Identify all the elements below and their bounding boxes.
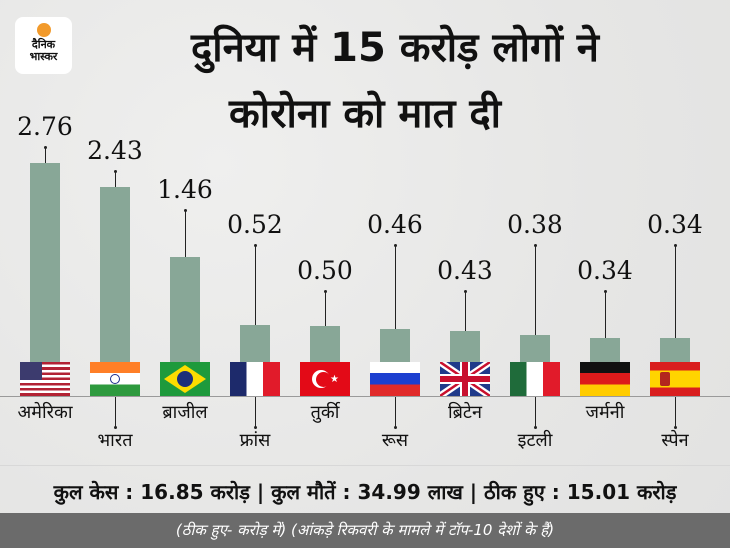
value-leader-line — [604, 290, 607, 338]
label-tick-line — [674, 397, 677, 429]
uk-flag-icon — [440, 362, 490, 396]
country-label: भारत — [97, 430, 133, 451]
footer-note: (ठीक हुए- करोड़ में) (आंकड़े रिकवरी के म… — [0, 513, 730, 548]
value-label: 0.38 — [507, 210, 563, 239]
bar — [240, 324, 270, 362]
brazil-flag-icon — [160, 362, 210, 396]
country-label: अमेरिका — [17, 402, 73, 423]
bar — [660, 337, 690, 362]
value-leader-line — [44, 145, 47, 164]
value-label: 1.46 — [157, 175, 213, 204]
usa-flag-icon — [20, 362, 70, 396]
france-flag-icon — [230, 362, 280, 396]
bar — [380, 328, 410, 362]
value-leader-line — [324, 290, 327, 326]
dainik-bhaskar-logo: दैनिक भास्कर — [15, 17, 72, 74]
bar — [520, 334, 550, 362]
country-label: इटली — [517, 430, 553, 451]
value-label: 0.52 — [227, 210, 283, 239]
label-tick-line — [534, 397, 537, 429]
value-label: 0.43 — [437, 256, 493, 285]
value-leader-line — [464, 289, 467, 332]
value-label: 2.76 — [17, 112, 73, 141]
country-label: जर्मनी — [585, 402, 625, 423]
country-label: स्पेन — [661, 430, 689, 451]
value-label: 0.34 — [647, 210, 703, 239]
value-label: 0.34 — [577, 256, 633, 285]
label-tick-line — [254, 397, 257, 429]
country-label: ब्रिटेन — [447, 402, 482, 423]
label-tick-line — [394, 397, 397, 429]
bar — [100, 187, 130, 362]
bar — [30, 163, 60, 362]
logo-line1: दैनिक — [31, 38, 56, 51]
value-leader-line — [534, 244, 537, 335]
country-label: फ्रांस — [239, 430, 271, 451]
value-label: 2.43 — [87, 136, 143, 165]
value-label: 0.50 — [297, 256, 353, 285]
value-label: 0.46 — [367, 210, 423, 239]
italy-flag-icon — [510, 362, 560, 396]
india-flag-icon — [90, 362, 140, 396]
divider — [0, 465, 730, 466]
bar — [310, 326, 340, 362]
sun-dot-icon — [36, 23, 51, 37]
turkey-flag-icon: ★ — [300, 362, 350, 396]
bar — [590, 337, 620, 362]
country-label: ब्राजील — [162, 402, 208, 423]
value-leader-line — [184, 209, 187, 257]
bar — [450, 331, 480, 362]
value-leader-line — [254, 244, 257, 325]
value-leader-line — [674, 244, 677, 338]
logo-line2: भास्कर — [29, 50, 58, 63]
summary-stats: कुल केस : 16.85 करोड़ | कुल मौतें : 34.9… — [53, 480, 677, 504]
spain-flag-icon — [650, 362, 700, 396]
country-label: रूस — [381, 430, 409, 451]
baseline — [0, 396, 730, 397]
russia-flag-icon — [370, 362, 420, 396]
bar — [170, 256, 200, 362]
title-line2: कोरोना को मात दी — [229, 91, 501, 137]
germany-flag-icon — [580, 362, 630, 396]
label-tick-line — [114, 397, 117, 429]
country-label: तुर्की — [310, 402, 340, 423]
value-leader-line — [394, 244, 397, 329]
title-line1: दुनिया में 15 करोड़ लोगों ने — [191, 25, 599, 71]
value-leader-line — [114, 169, 117, 188]
